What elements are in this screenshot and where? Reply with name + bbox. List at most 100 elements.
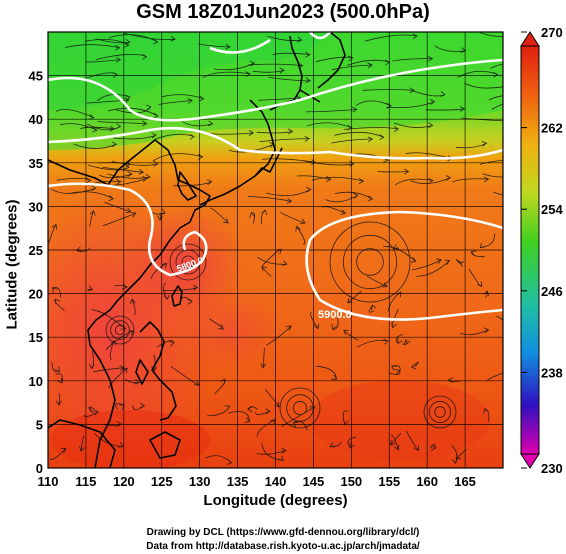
streamline-arrow bbox=[249, 212, 255, 218]
streamline bbox=[490, 63, 503, 69]
streamline-arrow bbox=[508, 82, 512, 87]
streamline bbox=[470, 251, 485, 257]
x-tick-label: 160 bbox=[416, 474, 438, 489]
streamline bbox=[113, 134, 157, 140]
streamline-arrow bbox=[116, 420, 122, 427]
streamline bbox=[106, 173, 150, 179]
streamline bbox=[455, 142, 487, 149]
y-axis-ticks: 0 5 10 15 20 25 30 35 40 45 bbox=[29, 69, 43, 476]
streamline-arrow bbox=[224, 405, 231, 411]
streamline bbox=[488, 95, 503, 101]
circulation-swirl bbox=[428, 400, 452, 424]
streamline-arrow bbox=[274, 401, 280, 408]
streamline bbox=[247, 196, 292, 202]
streamline bbox=[395, 178, 433, 186]
streamline bbox=[386, 101, 435, 109]
streamline-arrow bbox=[151, 132, 157, 139]
streamline bbox=[402, 340, 408, 346]
streamline-arrow bbox=[428, 122, 434, 129]
streamline-arrow bbox=[514, 28, 518, 33]
streamline bbox=[131, 299, 136, 316]
streamline bbox=[355, 100, 392, 107]
streamline-arrow bbox=[115, 123, 122, 130]
streamline-arrow bbox=[311, 159, 317, 166]
streamline bbox=[334, 191, 373, 200]
streamline-arrow bbox=[112, 72, 118, 78]
streamline-arrow bbox=[286, 325, 292, 331]
streamline-arrow bbox=[92, 126, 98, 133]
circulation-swirl bbox=[105, 315, 135, 345]
streamline-arrow bbox=[413, 445, 419, 452]
streamline-arrow bbox=[349, 160, 355, 167]
streamline-arrow bbox=[193, 380, 200, 386]
streamline-arrow bbox=[349, 442, 355, 449]
streamline-arrow bbox=[445, 175, 452, 181]
streamline bbox=[315, 56, 353, 63]
streamline-arrow bbox=[261, 209, 268, 216]
streamline bbox=[411, 259, 442, 271]
circulation-swirl bbox=[342, 234, 398, 290]
streamline-arrow bbox=[85, 177, 92, 184]
streamline-arrow bbox=[141, 53, 148, 60]
streamline bbox=[59, 123, 97, 131]
circulation-swirl bbox=[434, 406, 446, 418]
streamline-arrow bbox=[261, 265, 267, 272]
streamline-arrow bbox=[455, 454, 461, 460]
streamline bbox=[268, 77, 311, 82]
streamline bbox=[88, 406, 95, 414]
streamline-arrow bbox=[226, 459, 233, 465]
streamline-arrow bbox=[410, 257, 417, 263]
streamline bbox=[107, 107, 159, 117]
streamline bbox=[52, 287, 62, 298]
colorbar-ticks: 230 238 246 254 262 270 bbox=[521, 25, 563, 476]
streamline-arrow bbox=[89, 406, 95, 413]
streamline-arrow bbox=[397, 338, 403, 344]
streamline-arrow bbox=[125, 207, 132, 214]
x-axis-ticks: 110 115 120 125 130 135 140 145 150 155 160 165 bbox=[38, 474, 476, 489]
streamline bbox=[154, 133, 195, 140]
streamline-arrow bbox=[125, 94, 131, 101]
streamline-arrow bbox=[189, 133, 195, 140]
streamline-arrow bbox=[444, 259, 451, 266]
x-axis-label: Longitude (degrees) bbox=[203, 492, 348, 509]
streamline-arrow bbox=[134, 378, 140, 385]
streamline-arrow bbox=[305, 77, 311, 84]
streamline-arrow bbox=[340, 209, 347, 216]
streamline bbox=[464, 82, 503, 89]
streamline-arrow bbox=[292, 422, 299, 428]
streamline-arrow bbox=[367, 136, 374, 143]
streamline-arrow bbox=[352, 106, 358, 113]
streamline-arrow bbox=[347, 124, 353, 131]
streamline-arrow bbox=[163, 294, 170, 301]
streamline-arrow bbox=[153, 112, 159, 119]
streamline-arrow bbox=[459, 105, 466, 112]
y-tick-label: 0 bbox=[36, 461, 43, 476]
streamline bbox=[305, 109, 357, 113]
streamline bbox=[153, 354, 156, 371]
streamline-arrow bbox=[247, 406, 253, 413]
streamline-arrow bbox=[287, 128, 294, 135]
streamline-arrow bbox=[139, 402, 146, 409]
streamline bbox=[228, 411, 251, 422]
streamline bbox=[261, 158, 316, 163]
colorbar-tick-label: 262 bbox=[541, 121, 563, 136]
streamline bbox=[51, 361, 60, 373]
streamline-arrow bbox=[170, 35, 176, 42]
contour-label-5900: 5900.0 bbox=[318, 309, 352, 321]
streamline-arrow bbox=[451, 458, 458, 464]
streamline-arrow bbox=[138, 168, 145, 175]
streamline-arrow bbox=[146, 104, 152, 111]
plot-frame bbox=[47, 31, 504, 469]
streamline bbox=[347, 436, 357, 448]
circulation-swirl bbox=[423, 395, 457, 429]
streamline-arrow bbox=[476, 281, 483, 288]
streamline-arrow bbox=[187, 98, 193, 104]
streamline-arrow bbox=[391, 365, 397, 371]
streamline bbox=[251, 212, 256, 224]
streamline bbox=[311, 176, 364, 182]
streamline-arrow bbox=[161, 262, 168, 269]
streamline bbox=[71, 191, 114, 200]
streamline-arrow bbox=[383, 338, 389, 345]
streamline-arrow bbox=[51, 223, 58, 230]
streamline bbox=[393, 122, 433, 128]
